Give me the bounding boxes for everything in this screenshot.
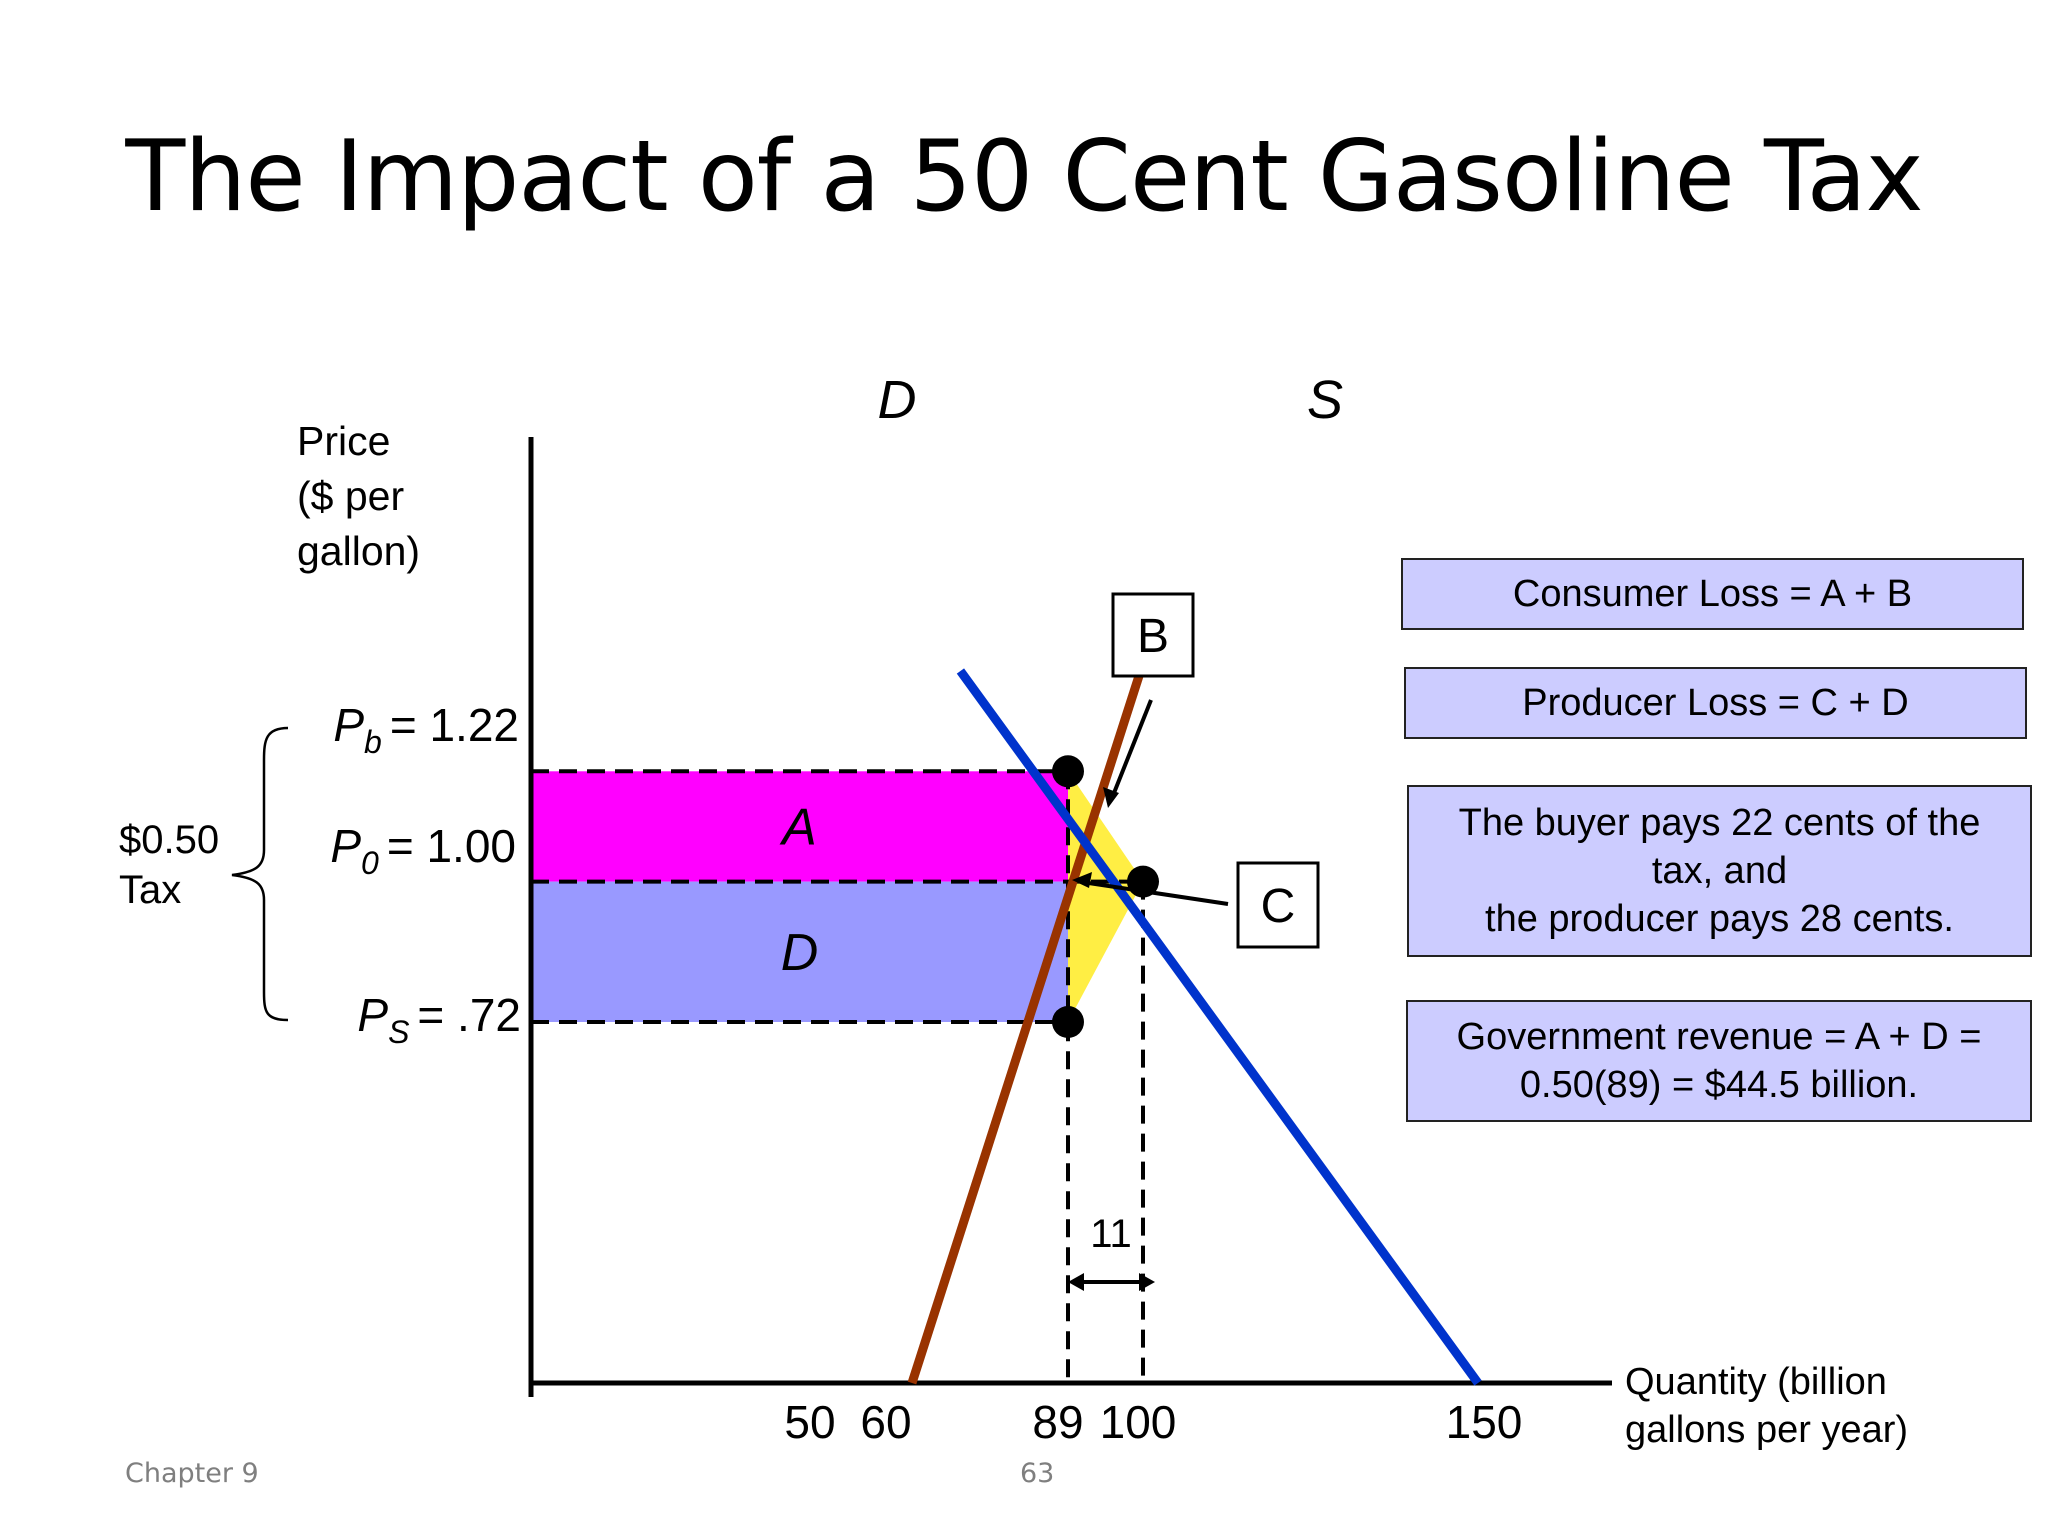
callout-c-label: C <box>1261 880 1296 933</box>
footer-chapter: Chapter 9 <box>125 1458 259 1489</box>
callout-b-label: B <box>1137 610 1169 663</box>
tax-label: $0.50 Tax <box>119 818 230 912</box>
quantity-gap-arrowhead-right <box>1139 1273 1155 1291</box>
x-tick-label: 100 <box>1100 1396 1177 1448</box>
demand-curve-label: D <box>878 370 917 430</box>
demand-curve <box>956 668 1482 1386</box>
quantity-gap-arrowhead-left <box>1068 1273 1084 1291</box>
quantity-gap-label: 11 <box>1090 1212 1132 1256</box>
tax-incidence-box: The buyer pays 22 cents of the tax, and … <box>1407 785 2032 957</box>
x-tick-label: 89 <box>1032 1396 1083 1448</box>
callout-c-arrowhead <box>1072 872 1092 888</box>
price-label-ps: PS = .72 <box>357 989 521 1050</box>
x-tick-label: 50 <box>784 1396 835 1448</box>
supply-curve-label: S <box>1307 370 1343 430</box>
callout-c-arrow <box>1081 880 1229 906</box>
region-d <box>533 881 1068 1022</box>
callout-b-arrow <box>1110 699 1153 799</box>
supply-curve <box>907 599 1168 1385</box>
slide-title: The Impact of a 50 Cent Gasoline Tax <box>125 120 1923 234</box>
callout-b-arrowhead <box>1103 787 1119 808</box>
x-tick-label: 150 <box>1446 1396 1523 1448</box>
page-number: 63 <box>1020 1458 1055 1489</box>
callout-b-box <box>1111 592 1195 678</box>
x-tick-label: 60 <box>860 1396 911 1448</box>
government-revenue-box: Government revenue = A + D = 0.50(89) = … <box>1406 1000 2032 1122</box>
deadweight-loss-triangle <box>1068 771 1143 1022</box>
price-label-p0: P0 = 1.00 <box>330 820 516 881</box>
equilibrium-point-buyer <box>1052 755 1084 788</box>
region-a <box>533 771 1068 882</box>
producer-loss-box: Producer Loss = C + D <box>1404 667 2027 739</box>
consumer-loss-box: Consumer Loss = A + B <box>1401 558 2024 630</box>
region-d-label: D <box>781 924 819 982</box>
equilibrium-point-seller <box>1052 1006 1084 1038</box>
y-axis-label: Price ($ per gallon) <box>297 418 420 574</box>
tax-brace <box>231 726 289 1022</box>
x-axis-label: Quantity (billion gallons per year) <box>1625 1361 1908 1451</box>
callout-c-box <box>1236 861 1320 949</box>
region-a-label: A <box>779 798 817 856</box>
price-label-pb: Pb = 1.22 <box>333 699 519 760</box>
